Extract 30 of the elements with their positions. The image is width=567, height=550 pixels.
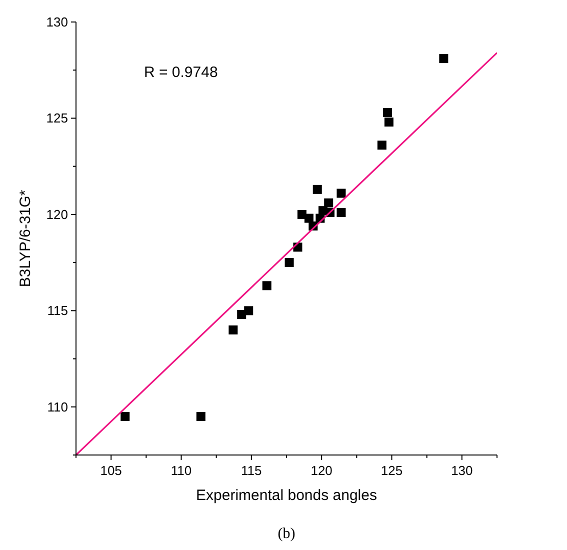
y-tick-label: 125	[46, 110, 68, 126]
point	[228, 325, 238, 334]
y-tick-label: 110	[47, 399, 68, 414]
point	[439, 54, 448, 64]
point	[336, 188, 346, 198]
point	[284, 258, 294, 268]
x-axis-title: Experimental bonds angles	[196, 487, 377, 504]
text: (b)	[278, 526, 296, 542]
annotation: R = 0.9748	[144, 64, 218, 81]
x-tick-label: 120	[310, 463, 332, 478]
point	[244, 306, 254, 316]
point	[377, 140, 386, 150]
point	[196, 412, 206, 422]
point	[384, 118, 394, 127]
point	[262, 281, 272, 290]
y-tick-label: 130	[46, 14, 68, 30]
point	[312, 184, 322, 194]
x-tick-label: 115	[241, 463, 262, 478]
point	[336, 208, 346, 218]
y-tick-label: 120	[46, 206, 68, 222]
y-axis-title: B3LYP/6-31G*	[17, 190, 34, 288]
x-tick-label: 125	[380, 463, 403, 478]
y-tick-label: 115	[47, 303, 68, 318]
point	[304, 214, 314, 223]
x-tick-label: 130	[451, 463, 473, 478]
x-tick-label: 110	[170, 463, 192, 478]
point	[383, 108, 392, 117]
point	[324, 198, 334, 208]
x-tick-label: 105	[100, 463, 122, 478]
point	[120, 412, 130, 422]
